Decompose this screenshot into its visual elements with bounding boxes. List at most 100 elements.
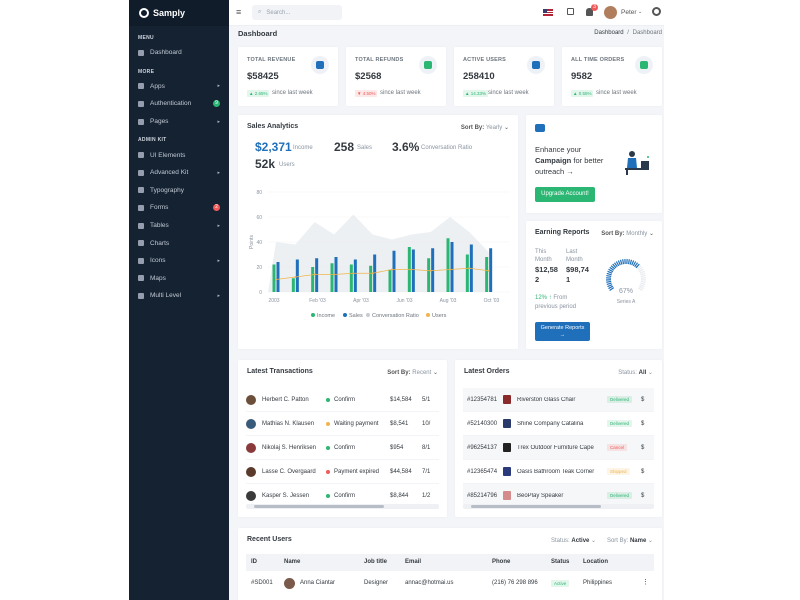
sales-bar[interactable] bbox=[489, 248, 493, 292]
income-bar[interactable] bbox=[388, 269, 392, 293]
sidebar-item-maps[interactable]: Maps bbox=[129, 270, 229, 288]
income-bar[interactable] bbox=[272, 264, 276, 293]
breadcrumb-root[interactable]: Dashboard bbox=[594, 30, 624, 36]
income-bar[interactable] bbox=[311, 267, 315, 292]
avatar[interactable] bbox=[604, 6, 617, 19]
column-header[interactable]: Job title bbox=[364, 559, 388, 565]
user-name[interactable]: Peter bbox=[621, 9, 637, 16]
sidebar-item-ui-elements[interactable]: UI Elements bbox=[129, 146, 229, 164]
sort-dropdown[interactable]: Sort By: Yearly ⌄ bbox=[461, 124, 509, 131]
upgrade-account-button[interactable]: Upgrade Account! bbox=[535, 187, 595, 202]
users-point[interactable] bbox=[487, 269, 490, 272]
table-row[interactable]: #96254137 Trex Outdoor Furniture Cape Canc… bbox=[463, 436, 654, 460]
users-point[interactable] bbox=[410, 268, 413, 271]
fullscreen-icon[interactable] bbox=[567, 8, 574, 15]
column-header[interactable]: Status bbox=[551, 559, 570, 565]
gauge-tick bbox=[634, 262, 639, 268]
scrollbar-thumb[interactable] bbox=[471, 505, 601, 508]
column-header[interactable]: ID bbox=[251, 559, 257, 565]
users-point[interactable] bbox=[275, 278, 277, 281]
column-header[interactable]: Name bbox=[284, 559, 301, 565]
status-cell: Confirm bbox=[326, 445, 390, 451]
legend-item[interactable]: Income bbox=[311, 313, 335, 319]
users-point[interactable] bbox=[449, 268, 451, 271]
sidebar-item-icons[interactable]: Icons ▸ bbox=[129, 252, 229, 270]
horizontal-scrollbar[interactable] bbox=[246, 504, 439, 509]
sidebar-item-tables[interactable]: Tables ▸ bbox=[129, 217, 229, 235]
table-row[interactable]: Mathias N. Klausen Waiting payment $8,541 1… bbox=[246, 412, 439, 436]
income-bar[interactable] bbox=[427, 258, 431, 292]
table-row[interactable]: Nikolaj S. Henriksen Confirm $954 8/1 bbox=[246, 436, 439, 460]
income-bar[interactable] bbox=[369, 265, 373, 292]
column-header[interactable]: Email bbox=[405, 559, 422, 565]
horizontal-scrollbar[interactable] bbox=[463, 504, 654, 509]
users-point[interactable] bbox=[429, 269, 432, 272]
sidebar-item-multi-level[interactable]: Multi Level ▸ bbox=[129, 287, 229, 305]
sales-bar[interactable] bbox=[392, 250, 396, 292]
promo-text-2: for better outreach bbox=[535, 156, 604, 176]
column-header[interactable]: Location bbox=[583, 559, 608, 565]
users-point[interactable] bbox=[313, 273, 316, 276]
status-dropdown[interactable]: Status: Active ⌄ bbox=[551, 537, 596, 544]
sidebar-item-dashboard[interactable]: Dashboard bbox=[129, 44, 229, 62]
sidebar-item-charts[interactable]: Charts bbox=[129, 234, 229, 252]
users-point[interactable] bbox=[333, 273, 335, 276]
search-box[interactable]: ⌕ Search... bbox=[252, 5, 342, 20]
table-row[interactable]: #52140300 Shine Company Catalina Delivered… bbox=[463, 412, 654, 436]
brand-logo[interactable]: Samply bbox=[129, 0, 229, 26]
income-bar[interactable] bbox=[446, 238, 450, 292]
date: 1/2 bbox=[422, 492, 431, 499]
users-point[interactable] bbox=[352, 272, 355, 275]
menu-toggle-icon[interactable]: ≡ bbox=[236, 7, 242, 17]
income-bar[interactable] bbox=[465, 254, 469, 293]
table-row[interactable]: Lasse C. Overgaard Payment expired $44,584… bbox=[246, 460, 439, 484]
income-bar[interactable] bbox=[485, 257, 489, 292]
status-dropdown[interactable]: Status: All ⌄ bbox=[618, 369, 653, 376]
income-bar[interactable] bbox=[330, 263, 334, 292]
table-row[interactable]: Herbert C. Patton Confirm $14,584 5/1 bbox=[246, 388, 439, 412]
bell-icon[interactable] bbox=[586, 8, 593, 16]
column-header[interactable]: Phone bbox=[492, 559, 511, 565]
sidebar-item-apps[interactable]: Apps ▸ bbox=[129, 78, 229, 96]
legend-item[interactable]: Conversation Ratio bbox=[366, 313, 419, 319]
sort-dropdown[interactable]: Sort By: Name ⌄ bbox=[607, 537, 653, 544]
generate-reports-button[interactable]: Generate Reports → bbox=[535, 322, 590, 341]
more-section-title: MORE bbox=[138, 68, 155, 75]
sidebar-item-typography[interactable]: Typography bbox=[129, 182, 229, 200]
sort-dropdown[interactable]: Sort By: Recent ⌄ bbox=[387, 369, 438, 376]
sidebar-item-authentication[interactable]: Authentication 9 bbox=[129, 95, 229, 113]
legend-item[interactable]: Sales bbox=[343, 313, 363, 319]
latest-orders-card: Latest Orders Status: All ⌄ #12354781 Riv… bbox=[455, 360, 662, 517]
sales-bar[interactable] bbox=[315, 258, 319, 292]
table-row[interactable]: #SD001 Anna Ciantar Designer annac@hotmai.u… bbox=[246, 573, 654, 595]
gear-icon[interactable] bbox=[652, 7, 661, 16]
users-point[interactable] bbox=[391, 268, 393, 271]
chevron-down-icon: ⌄ bbox=[432, 370, 438, 376]
users-point[interactable] bbox=[371, 272, 374, 275]
users-point[interactable] bbox=[294, 276, 297, 278]
sales-bar[interactable] bbox=[295, 259, 299, 293]
sidebar-item-advanced-kit[interactable]: Advanced Kit ▸ bbox=[129, 164, 229, 182]
users-point[interactable] bbox=[468, 267, 471, 270]
sales-bar[interactable] bbox=[431, 248, 435, 292]
sales-bar[interactable] bbox=[450, 242, 454, 292]
table-row[interactable]: #12354781 Riverston Glass Chair Delivered $ bbox=[463, 388, 654, 412]
flag-icon[interactable] bbox=[543, 9, 553, 16]
income-bar[interactable] bbox=[291, 278, 295, 292]
sidebar-item-forms[interactable]: Forms 2 bbox=[129, 199, 229, 217]
gauge-tick bbox=[606, 282, 612, 286]
sales-bar[interactable] bbox=[276, 262, 280, 292]
search-input[interactable]: Search... bbox=[266, 9, 291, 16]
pen-icon bbox=[138, 204, 144, 211]
sidebar-item-pages[interactable]: Pages ▸ bbox=[129, 113, 229, 131]
legend-item[interactable]: Users bbox=[426, 313, 447, 319]
sales-bar[interactable] bbox=[411, 249, 415, 293]
more-options-icon[interactable]: ⋮ bbox=[642, 579, 649, 586]
sales-bar[interactable] bbox=[353, 259, 357, 293]
chevron-down-icon[interactable]: ⌄ bbox=[638, 9, 643, 15]
income-bar[interactable] bbox=[349, 264, 353, 293]
sort-dropdown[interactable]: Sort By: Monthly ⌄ bbox=[601, 230, 654, 237]
table-row[interactable]: #12365474 Oasis Bathroom Teak Corner Shipp… bbox=[463, 460, 654, 484]
scrollbar-thumb[interactable] bbox=[254, 505, 384, 508]
gauge-tick bbox=[607, 284, 613, 288]
